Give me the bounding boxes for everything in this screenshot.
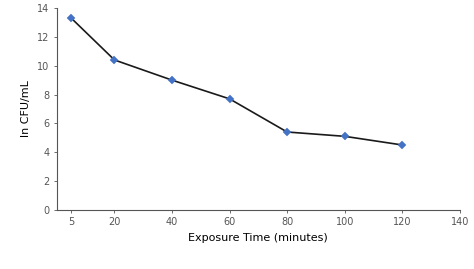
X-axis label: Exposure Time (minutes): Exposure Time (minutes): [189, 233, 328, 243]
Y-axis label: ln CFU/mL: ln CFU/mL: [21, 80, 31, 137]
